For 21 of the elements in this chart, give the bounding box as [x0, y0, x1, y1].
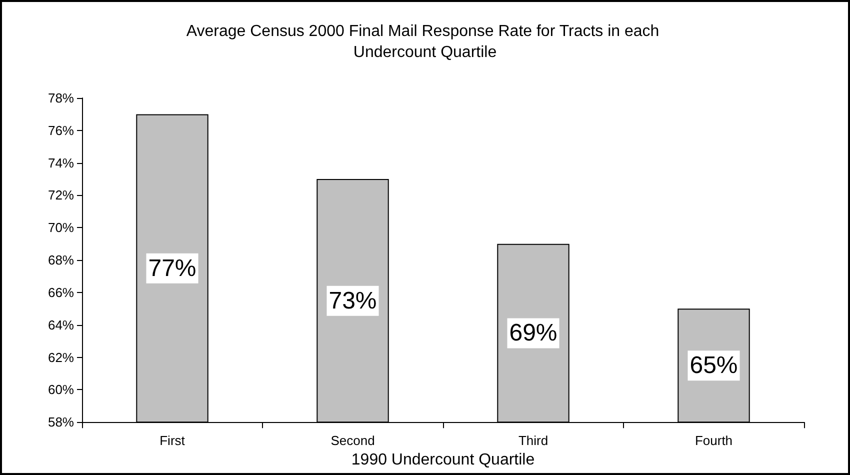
y-tick-label: 70%: [48, 220, 74, 236]
x-tick-label: Third: [518, 433, 548, 448]
y-tick-label: 62%: [48, 350, 74, 365]
y-tick-label: 74%: [48, 155, 74, 170]
x-tick-label: First: [160, 433, 186, 448]
data-label: 73%: [328, 287, 377, 314]
data-label: 77%: [148, 254, 196, 282]
y-tick-label: 72%: [48, 188, 74, 203]
data-label: 65%: [690, 352, 738, 380]
x-tick-label: Second: [330, 433, 375, 448]
y-tick-label: 78%: [48, 90, 74, 106]
data-label: 69%: [509, 320, 558, 347]
y-tick-label: 64%: [48, 317, 74, 332]
y-tick-label: 58%: [48, 414, 74, 430]
y-tick-label: 66%: [48, 284, 74, 300]
y-tick-label: 76%: [48, 122, 74, 138]
chart-title: Average Census 2000 Final Mail Response Rate for Tracts in each Undercount Quartile: [186, 23, 664, 61]
y-tick-label: 60%: [48, 382, 74, 398]
x-axis-title: 1990 Undercount Quartile: [351, 452, 535, 468]
x-tick-label: Fourth: [694, 433, 733, 448]
y-tick-label: 68%: [48, 252, 74, 268]
